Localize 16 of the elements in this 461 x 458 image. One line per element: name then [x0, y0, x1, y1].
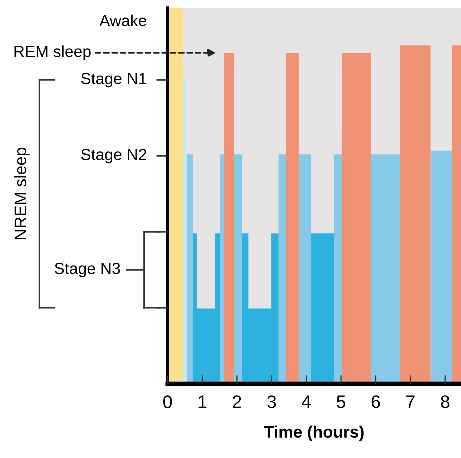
- x-tick-label: 2: [233, 396, 242, 408]
- x-tick-label: 5: [336, 396, 346, 408]
- text: Stage N1: [81, 73, 147, 88]
- text: NREM sleep: [14, 148, 30, 240]
- text: Awake: [100, 14, 147, 27]
- x-tick-label: 7: [406, 396, 415, 408]
- x-tick-label: 6: [372, 396, 380, 408]
- x-tick-label: 0: [163, 396, 172, 408]
- text: Stage N2: [81, 149, 146, 164]
- text: REM sleep: [14, 46, 91, 61]
- x-tick-label: 3: [268, 396, 276, 408]
- x-axis-title: Time (hours): [264, 426, 364, 442]
- x-tick-label: 4: [302, 396, 312, 408]
- x-tick-label: 8: [441, 396, 450, 408]
- text: Stage N3: [55, 263, 120, 278]
- x-tick-label: 1: [198, 396, 207, 408]
